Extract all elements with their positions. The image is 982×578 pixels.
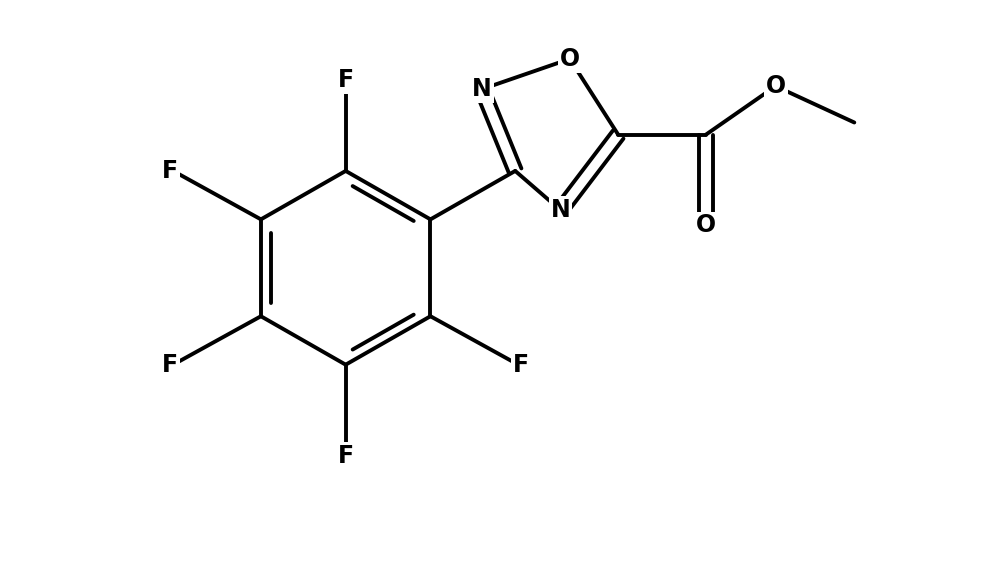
Text: F: F — [338, 68, 354, 92]
Text: F: F — [338, 443, 354, 468]
Text: O: O — [560, 47, 579, 71]
Text: N: N — [472, 77, 492, 101]
Text: N: N — [551, 198, 571, 223]
Text: F: F — [162, 353, 178, 377]
Text: O: O — [766, 74, 786, 98]
Text: F: F — [514, 353, 529, 377]
Text: F: F — [162, 159, 178, 183]
Text: O: O — [696, 213, 716, 238]
